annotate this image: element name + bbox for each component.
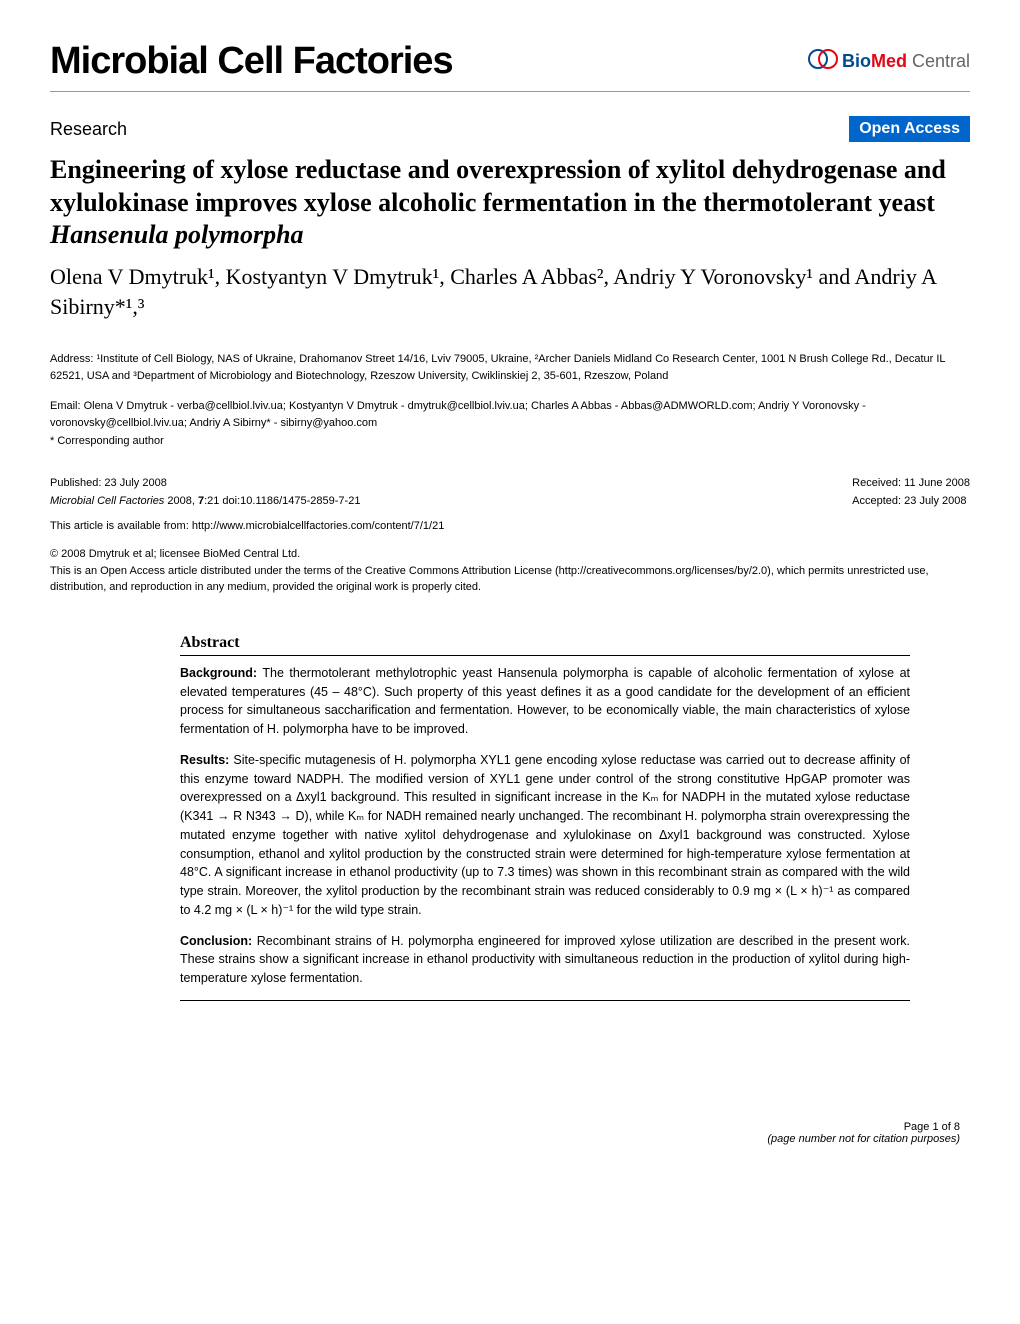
abstract-conclusion-label: Conclusion:: [180, 934, 252, 948]
abstract-background: Background: The thermotolerant methylotr…: [180, 664, 910, 739]
publisher-central: Central: [907, 51, 970, 71]
abstract-heading: Abstract: [180, 634, 910, 656]
page-note: (page number not for citation purposes): [767, 1133, 960, 1145]
abstract-end-rule: [180, 1000, 910, 1001]
received-date: Received: 11 June 2008: [852, 475, 970, 493]
page-header: Microbial Cell Factories BioMed Central: [50, 40, 970, 92]
publisher-logo: BioMed Central: [808, 47, 970, 76]
citation-page: :21: [204, 495, 219, 507]
biomed-rings-icon: [808, 47, 838, 76]
accepted-date: Accepted: 23 July 2008: [852, 493, 970, 511]
publication-dates: Published: 23 July 2008 Microbial Cell F…: [50, 475, 970, 510]
journal-name: Microbial Cell Factories: [50, 40, 453, 83]
copyright-line1: © 2008 Dmytruk et al; licensee BioMed Ce…: [50, 546, 970, 563]
article-title: Engineering of xylose reductase and over…: [50, 154, 970, 252]
abstract-conclusion: Conclusion: Recombinant strains of H. po…: [180, 932, 910, 988]
page-number: Page 1 of 8: [50, 1121, 960, 1133]
abstract-section: Abstract Background: The thermotolerant …: [180, 634, 910, 1001]
author-list: Olena V Dmytruk¹, Kostyantyn V Dmytruk¹,…: [50, 262, 970, 324]
affiliation: Address: ¹Institute of Cell Biology, NAS…: [50, 351, 970, 384]
citation-journal: Microbial Cell Factories: [50, 495, 164, 507]
article-url: This article is available from: http://w…: [50, 520, 970, 532]
published-date: Published: 23 July 2008: [50, 475, 772, 493]
abstract-background-label: Background:: [180, 666, 257, 680]
research-row: Research Open Access: [50, 116, 970, 142]
open-access-badge: Open Access: [849, 116, 970, 142]
title-species: Hansenula polymorpha: [50, 220, 304, 249]
abstract-background-text: The thermotolerant methylotrophic yeast …: [180, 666, 910, 736]
citation: Microbial Cell Factories 2008, 7:21 doi:…: [50, 495, 772, 507]
publisher-text: BioMed Central: [842, 51, 970, 72]
abstract-results-label: Results:: [180, 753, 229, 767]
corresponding-author-note: * Corresponding author: [50, 435, 970, 447]
page-footer: Page 1 of 8 (page number not for citatio…: [50, 1121, 970, 1145]
research-label: Research: [50, 119, 127, 140]
abstract-conclusion-text: Recombinant strains of H. polymorpha eng…: [180, 934, 910, 986]
abstract-results-text: Site-specific mutagenesis of H. polymorp…: [180, 753, 910, 917]
citation-doi: doi:10.1186/1475-2859-7-21: [219, 495, 360, 507]
title-main: Engineering of xylose reductase and over…: [50, 155, 946, 217]
author-emails: Email: Olena V Dmytruk - verba@cellbiol.…: [50, 398, 970, 431]
copyright-line2: This is an Open Access article distribut…: [50, 563, 970, 596]
abstract-results: Results: Site-specific mutagenesis of H.…: [180, 751, 910, 920]
citation-year: 2008,: [164, 495, 198, 507]
publisher-bio: BioMed: [842, 51, 907, 71]
copyright-block: © 2008 Dmytruk et al; licensee BioMed Ce…: [50, 546, 970, 596]
